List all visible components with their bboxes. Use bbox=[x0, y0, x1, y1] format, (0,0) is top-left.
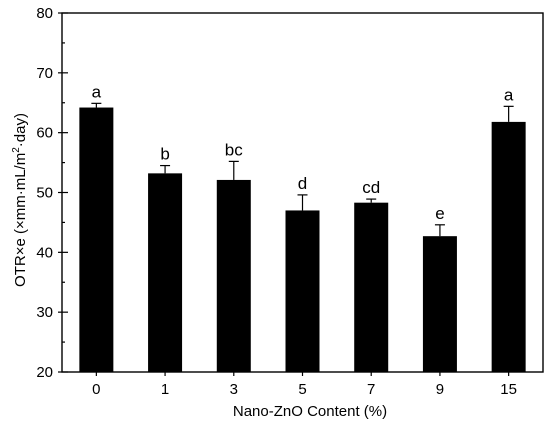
significance-label-15: a bbox=[504, 85, 514, 104]
x-tick-label-9: 9 bbox=[436, 381, 444, 398]
significance-label-1: b bbox=[160, 145, 169, 164]
y-axis-title-base: OTR×e (×mm·mL/m bbox=[12, 153, 29, 287]
y-tick-label: 20 bbox=[36, 364, 53, 381]
bar-3 bbox=[216, 179, 251, 372]
y-axis-title-rest: ·day) bbox=[12, 113, 29, 147]
x-tick-label-3: 3 bbox=[230, 381, 238, 398]
plot-area: 20 30 40 50 60 70 80 a 0 b 1 bc 3 d 5 cd 7 e 9 a 15 bbox=[36, 5, 544, 398]
bar-5 bbox=[285, 210, 320, 372]
significance-label-0: a bbox=[92, 82, 102, 101]
significance-label-3: bc bbox=[225, 140, 243, 159]
significance-label-5: d bbox=[298, 174, 307, 193]
x-axis-title: Nano-ZnO Content (%) bbox=[233, 403, 387, 420]
bar-15 bbox=[491, 121, 526, 372]
y-tick-label: 30 bbox=[36, 304, 53, 321]
bar-1 bbox=[148, 173, 183, 372]
y-tick-label: 80 bbox=[36, 5, 53, 22]
y-tick-label: 60 bbox=[36, 125, 53, 142]
significance-label-9: e bbox=[435, 204, 444, 223]
y-tick-label: 70 bbox=[36, 65, 53, 82]
bar-7 bbox=[354, 202, 389, 372]
y-tick-label: 50 bbox=[36, 185, 53, 202]
y-axis-title: OTR×e (×mm·mL/m2·day) bbox=[11, 113, 29, 287]
significance-label-7: cd bbox=[362, 178, 380, 197]
x-tick-label-7: 7 bbox=[367, 381, 375, 398]
y-axis-title-sup: 2 bbox=[11, 147, 22, 153]
bar-9 bbox=[422, 236, 457, 372]
x-tick-label-1: 1 bbox=[161, 381, 169, 398]
x-tick-label-5: 5 bbox=[298, 381, 306, 398]
x-tick-label-0: 0 bbox=[92, 381, 100, 398]
bar-0 bbox=[79, 107, 114, 372]
y-tick-label: 40 bbox=[36, 244, 53, 261]
x-tick-label-15: 15 bbox=[500, 381, 517, 398]
